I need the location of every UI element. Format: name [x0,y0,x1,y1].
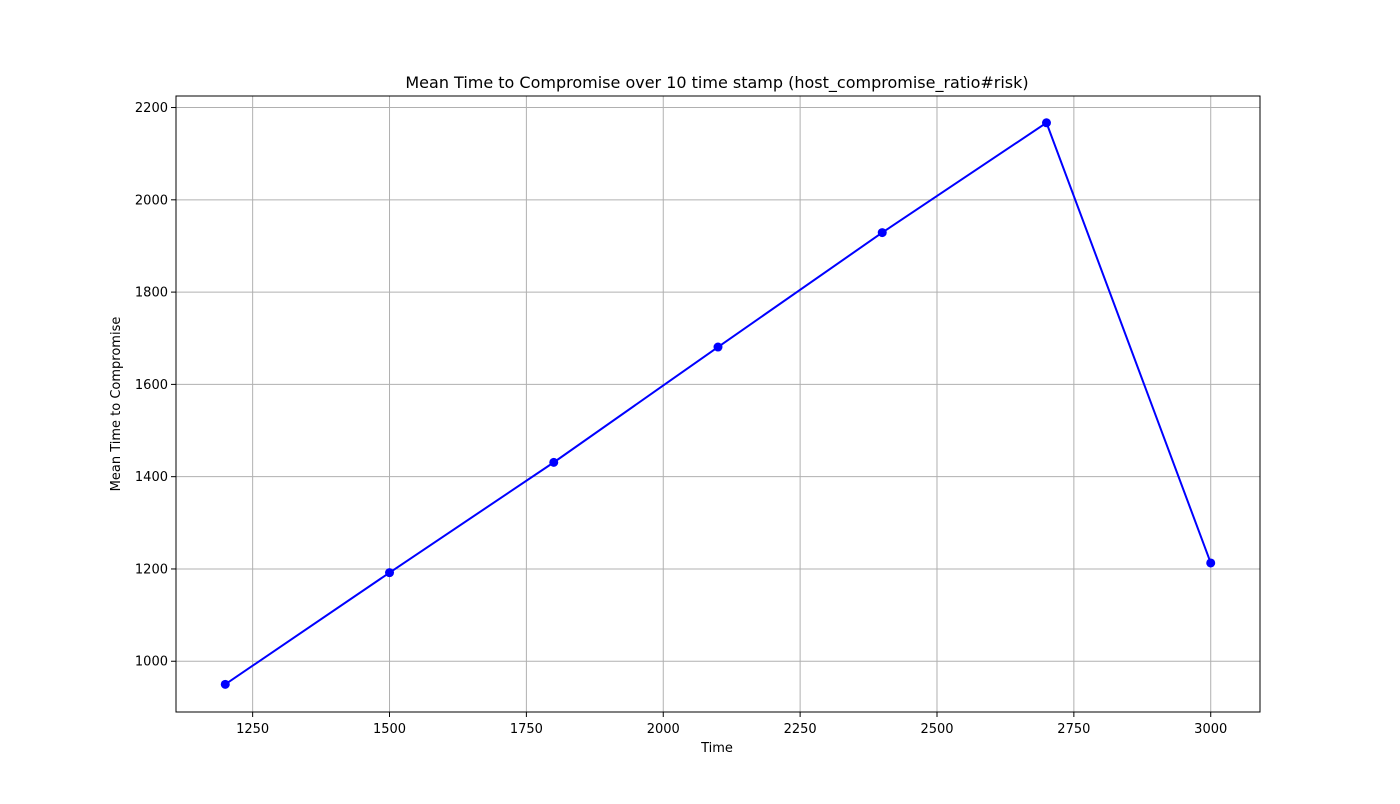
x-axis-label: Time [700,741,733,756]
data-point [385,568,395,578]
grid-lines [176,96,1260,712]
y-tick-label: 1000 [135,655,168,670]
chart-title: Mean Time to Compromise over 10 time sta… [405,73,1028,93]
x-tick-label: 1250 [236,722,269,737]
y-axis-label: Mean Time to Compromise [109,317,124,492]
data-point [220,679,230,689]
y-tick-label: 1800 [135,286,168,301]
data-point [1041,118,1051,128]
series-group [220,118,1216,689]
y-tick-label: 2000 [135,193,168,208]
y-tick-label: 2200 [135,101,168,116]
x-tick-label: 1750 [510,722,543,737]
axis-ticks: 1250 1500 1750 2000 2250 2500 2750 3000 1000 1200… [135,101,1227,737]
data-point [713,342,723,352]
x-tick-label: 2000 [647,722,680,737]
x-tick-label: 2250 [784,722,817,737]
plot-frame [175,95,1261,713]
y-tick-label: 1600 [135,378,168,393]
y-tick-label: 1200 [135,562,168,577]
x-tick-label: 2750 [1057,722,1090,737]
y-tick-label: 1400 [135,470,168,485]
x-tick-label: 3000 [1194,722,1227,737]
x-tick-label: 2500 [920,722,953,737]
data-point [549,457,559,467]
x-tick-label: 1500 [373,722,406,737]
data-point [1206,558,1216,568]
data-point [877,228,887,238]
